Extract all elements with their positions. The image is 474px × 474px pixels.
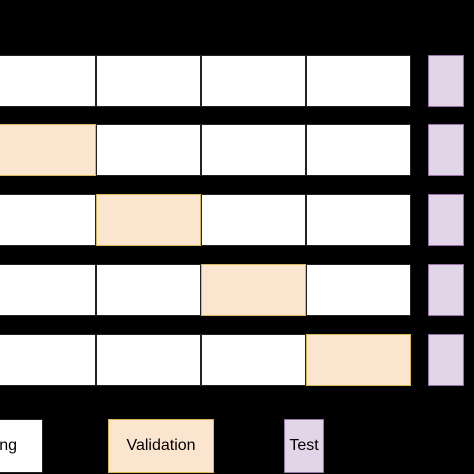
fold-1-segment-2-training <box>96 55 201 107</box>
fold-4-segment-4-training <box>306 264 411 316</box>
fold-4-segment-1-training <box>0 264 96 316</box>
fold-2-segment-3-training <box>201 124 306 176</box>
fold-3-segment-4-training <box>306 194 411 246</box>
fold-5-segment-3-training <box>201 334 306 386</box>
legend-validation-label: Validation <box>126 437 196 454</box>
fold-5-test-block <box>428 334 464 386</box>
fold-2-segment-1-validation <box>0 124 96 176</box>
fold-3-segment-1-training <box>0 194 96 246</box>
fold-2-test-block <box>428 124 464 176</box>
fold-4-segment-3-validation <box>201 264 306 316</box>
legend-training: ng <box>0 419 43 473</box>
fold-1-segment-3-training <box>201 55 306 107</box>
fold-3-segment-3-training <box>201 194 306 246</box>
fold-5-segment-4-validation <box>306 334 411 386</box>
fold-4-segment-2-training <box>96 264 201 316</box>
legend-test: Test <box>284 419 324 473</box>
fold-1-segment-4-training <box>306 55 411 107</box>
fold-5-segment-2-training <box>96 334 201 386</box>
fold-5-segment-1-training <box>0 334 96 386</box>
fold-3-test-block <box>428 194 464 246</box>
fold-4-test-block <box>428 264 464 316</box>
fold-3-segment-2-validation <box>96 194 201 246</box>
fold-2-segment-4-training <box>306 124 411 176</box>
fold-1-segment-1-training <box>0 55 96 107</box>
fold-1-test-block <box>428 55 464 107</box>
legend-training-label: ng <box>0 437 17 454</box>
legend-test-label: Test <box>289 437 319 454</box>
legend-validation: Validation <box>108 419 214 473</box>
fold-2-segment-2-training <box>96 124 201 176</box>
